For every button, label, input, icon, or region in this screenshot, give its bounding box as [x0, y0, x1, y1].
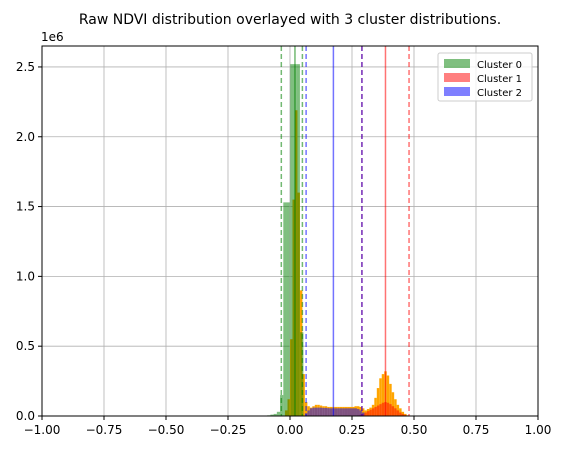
cluster-stat-lines	[280, 46, 410, 416]
legend-swatch	[444, 87, 470, 96]
histogram-bar	[319, 407, 323, 416]
histogram-bar	[342, 408, 345, 416]
histogram-bar	[276, 411, 281, 416]
x-tick-label: −0.25	[210, 423, 247, 437]
histogram-bar	[374, 406, 377, 416]
histogram-bar	[317, 407, 320, 416]
histogram-bar	[386, 375, 390, 416]
histogram-bar	[290, 64, 294, 416]
histogram-bar	[344, 408, 348, 416]
histogram-bar	[337, 408, 340, 416]
histogram-bar	[379, 378, 382, 416]
histogram-bar	[322, 407, 325, 416]
histogram-bar	[280, 395, 284, 416]
y-tick-label: 2.0	[16, 130, 35, 144]
x-tick-label: 0.25	[339, 423, 366, 437]
x-tick-label: 1.00	[525, 423, 552, 437]
y-tick-label: 1.5	[16, 200, 35, 214]
histogram-bar	[401, 411, 405, 416]
histogram-bar	[270, 414, 274, 416]
histogram-bar	[364, 412, 367, 416]
y-tick-label: 2.5	[16, 60, 35, 74]
histogram-bar	[349, 408, 352, 416]
x-tick-label: 0.75	[463, 423, 490, 437]
histogram-bar	[283, 202, 287, 416]
histogram-bar	[327, 408, 330, 416]
histogram-bar	[324, 407, 328, 416]
histogram-bar	[347, 408, 350, 416]
histogram-bar	[286, 202, 290, 416]
histogram-bar	[369, 409, 372, 416]
histogram-bar	[381, 402, 385, 416]
histogram-bar	[302, 374, 305, 416]
histogram-bar	[339, 408, 343, 416]
x-tick-label: −0.50	[148, 423, 185, 437]
y-offset-label: 1e6	[41, 30, 64, 44]
histogram-bar	[399, 408, 402, 416]
histogram-bar	[379, 404, 382, 416]
histogram-bar	[354, 408, 357, 416]
y-tick-label: 0.0	[16, 409, 35, 423]
histogram-bar	[361, 408, 365, 416]
histogram-bar	[376, 405, 380, 416]
histogram-bar	[396, 410, 400, 416]
histogram-bar	[389, 383, 392, 416]
legend-label: Cluster 0	[477, 60, 522, 71]
series-cluster-2	[304, 407, 365, 416]
histogram-bar	[389, 404, 392, 416]
x-tick-label: 0.50	[401, 423, 428, 437]
histogram-bar	[404, 414, 407, 416]
histogram-bar	[376, 388, 380, 416]
histogram-bar	[399, 412, 402, 416]
histogram-bar	[394, 399, 397, 416]
histogram-bar	[296, 64, 300, 416]
chart-title: Raw NDVI distribution overlayed with 3 c…	[79, 12, 501, 28]
legend-swatch	[444, 59, 470, 68]
legend-label: Cluster 1	[477, 74, 522, 85]
y-tick-label: 0.5	[16, 339, 35, 353]
axis-ticks: −1.00 −0.75 −0.50 −0.25 0.00 0.25 0.50 0.75 1.00…	[16, 60, 551, 437]
histogram-bar	[273, 413, 277, 416]
legend: Cluster 0 Cluster 1 Cluster 2	[437, 52, 533, 102]
legend-label: Cluster 2	[477, 88, 522, 99]
x-tick-label: −1.00	[24, 423, 61, 437]
histogram-bar	[356, 409, 360, 416]
histogram-bar	[309, 408, 313, 416]
histogram-bar	[359, 410, 362, 416]
histogram-bar	[329, 408, 333, 416]
histogram-bar	[361, 412, 365, 416]
histogram-bar	[394, 408, 397, 416]
histogram-bar	[371, 408, 375, 416]
histogram-bar	[381, 374, 385, 416]
histogram-bar	[401, 413, 405, 416]
histogram-bar	[366, 411, 370, 416]
y-tick-label: 1.0	[16, 269, 35, 283]
histogram-bar	[391, 406, 395, 416]
histogram-bar	[352, 408, 355, 416]
histogram-bar	[312, 407, 315, 416]
histogram-bar	[386, 402, 390, 416]
x-tick-label: 0.00	[277, 423, 304, 437]
histogram-bar	[314, 407, 318, 416]
histogram-bar	[334, 408, 338, 416]
legend-swatch	[444, 73, 470, 82]
histogram-bar	[307, 410, 310, 416]
histogram-bar	[391, 392, 395, 416]
x-tick-label: −0.75	[86, 423, 123, 437]
